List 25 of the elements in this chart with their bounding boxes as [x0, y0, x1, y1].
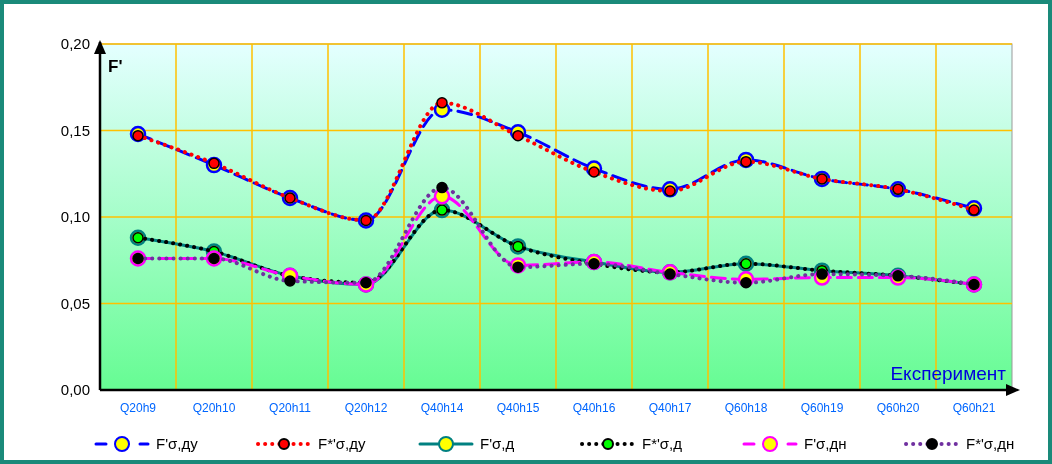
- x-tick-label: Q20h9: [119, 401, 157, 415]
- x-tick-label: Q40h16: [572, 401, 616, 415]
- x-tick-label: Q60h21: [952, 401, 996, 415]
- legend-label: F'σ,д: [480, 435, 515, 453]
- y-tick-label: 0,05: [60, 294, 90, 312]
- x-tick-label: Q60h20: [876, 401, 920, 415]
- legend-label: F'σ,дн: [804, 435, 847, 453]
- x-axis-title: Експеримент: [890, 363, 1007, 384]
- x-tick-label: Q40h17: [648, 401, 692, 415]
- x-tick-label: Q60h19: [800, 401, 844, 415]
- legend-label: F*'σ,дн: [966, 435, 1015, 453]
- x-tick-label: Q20h11: [269, 401, 312, 415]
- y-tick-label: 0,20: [60, 35, 90, 53]
- legend-label: F'σ,ду: [156, 435, 199, 453]
- x-tick-label: Q40h15: [496, 401, 540, 415]
- x-tick-label: Q20h12: [344, 401, 388, 415]
- y-tick-label: 0,00: [60, 381, 90, 399]
- x-tick-label: Q40h14: [420, 401, 464, 415]
- legend-label: F*'σ,д: [642, 435, 683, 453]
- y-tick-label: 0,15: [60, 121, 90, 139]
- y-axis-title: F': [108, 57, 123, 76]
- x-tick-label: Q20h10: [192, 401, 236, 415]
- y-tick-label: 0,10: [60, 208, 90, 226]
- legend-label: F*'σ,ду: [318, 435, 367, 453]
- x-tick-label: Q60h18: [724, 401, 768, 415]
